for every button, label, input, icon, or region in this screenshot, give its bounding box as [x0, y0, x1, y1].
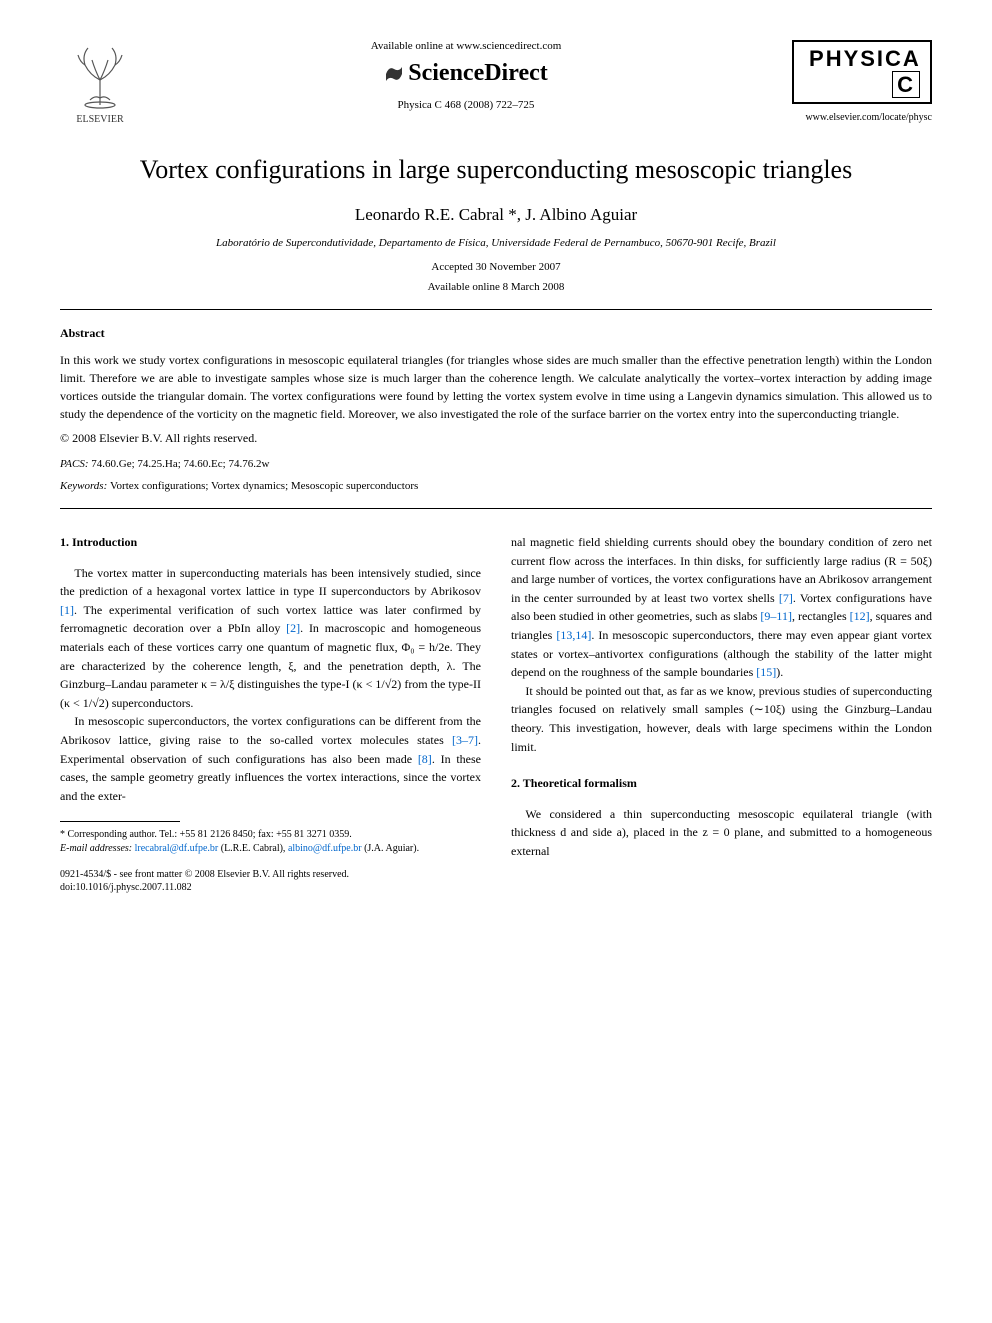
theory-heading: 2. Theoretical formalism — [511, 774, 932, 793]
col2-paragraph-1: nal magnetic field shielding currents sh… — [511, 533, 932, 682]
center-header: Available online at www.sciencedirect.co… — [140, 40, 792, 111]
sciencedirect-icon — [384, 64, 404, 84]
ref-link[interactable]: [9–11] — [760, 609, 792, 623]
elsevier-tree-icon — [70, 40, 130, 110]
doi: doi:10.1016/j.physc.2007.11.082 — [60, 881, 481, 894]
ref-link[interactable]: [15] — [756, 665, 776, 679]
abstract-heading: Abstract — [60, 326, 932, 341]
email-label: E-mail addresses: — [60, 843, 132, 854]
sciencedirect-logo: ScienceDirect — [140, 60, 792, 87]
keywords-label: Keywords: — [60, 480, 107, 492]
available-online-text: Available online at www.sciencedirect.co… — [140, 40, 792, 52]
footnote-separator — [60, 821, 180, 822]
right-column: nal magnetic field shielding currents sh… — [511, 533, 932, 894]
article-authors: Leonardo R.E. Cabral *, J. Albino Aguiar — [60, 205, 932, 225]
footnote-block: * Corresponding author. Tel.: +55 81 212… — [60, 828, 481, 856]
front-matter: 0921-4534/$ - see front matter © 2008 El… — [60, 868, 481, 881]
ref-link[interactable]: [13,14] — [556, 628, 591, 642]
ref-link[interactable]: [1] — [60, 603, 74, 617]
abstract-text: In this work we study vortex configurati… — [60, 351, 932, 423]
pacs-codes: 74.60.Ge; 74.25.Ha; 74.60.Ec; 74.76.2w — [91, 458, 269, 470]
date-accepted: Accepted 30 November 2007 — [60, 261, 932, 273]
ref-link[interactable]: [12] — [850, 609, 870, 623]
keywords-line: Keywords: Vortex configurations; Vortex … — [60, 480, 932, 492]
intro-heading: 1. Introduction — [60, 533, 481, 552]
journal-url: www.elsevier.com/locate/physc — [792, 112, 932, 123]
email-link[interactable]: lrecabral@df.ufpe.br — [135, 843, 219, 854]
divider — [60, 508, 932, 509]
ref-link[interactable]: [7] — [779, 591, 793, 605]
email-name: (L.R.E. Cabral), — [218, 843, 288, 854]
elsevier-logo: ELSEVIER — [60, 40, 140, 125]
date-available: Available online 8 March 2008 — [60, 281, 932, 293]
article-affiliation: Laboratório de Supercondutividade, Depar… — [60, 237, 932, 249]
physica-logo: PHYSICA C www.elsevier.com/locate/physc — [792, 40, 932, 123]
body-columns: 1. Introduction The vortex matter in sup… — [60, 533, 932, 894]
col2-paragraph-2: It should be pointed out that, as far as… — [511, 682, 932, 756]
divider — [60, 309, 932, 310]
sciencedirect-text: ScienceDirect — [408, 60, 548, 86]
theory-paragraph-1: We considered a thin superconducting mes… — [511, 805, 932, 861]
footer-info: 0921-4534/$ - see front matter © 2008 El… — [60, 868, 481, 894]
corresponding-author: * Corresponding author. Tel.: +55 81 212… — [60, 828, 481, 842]
pacs-line: PACS: 74.60.Ge; 74.25.Ha; 74.60.Ec; 74.7… — [60, 458, 932, 470]
pacs-label: PACS: — [60, 458, 89, 470]
left-column: 1. Introduction The vortex matter in sup… — [60, 533, 481, 894]
email-line: E-mail addresses: lrecabral@df.ufpe.br (… — [60, 842, 481, 856]
text-span: ). — [776, 665, 783, 679]
text-span: The vortex matter in superconducting mat… — [60, 566, 481, 599]
article-title: Vortex configurations in large supercond… — [60, 155, 932, 185]
text-span: , rectangles — [792, 609, 850, 623]
physica-label: PHYSICA — [809, 46, 920, 71]
intro-paragraph-2: In mesoscopic superconductors, the vorte… — [60, 712, 481, 805]
journal-reference: Physica C 468 (2008) 722–725 — [140, 99, 792, 111]
ref-link[interactable]: [8] — [418, 752, 432, 766]
physica-box: PHYSICA C — [792, 40, 932, 104]
abstract-copyright: © 2008 Elsevier B.V. All rights reserved… — [60, 431, 932, 446]
ref-link[interactable]: [2] — [286, 621, 300, 635]
physica-suffix: C — [892, 71, 920, 98]
intro-paragraph-1: The vortex matter in superconducting mat… — [60, 564, 481, 713]
email-link[interactable]: albino@df.ufpe.br — [288, 843, 362, 854]
text-span: In mesoscopic superconductors, the vorte… — [60, 714, 481, 747]
ref-link[interactable]: [3–7] — [452, 733, 478, 747]
email-name: (J.A. Aguiar). — [362, 843, 420, 854]
elsevier-label: ELSEVIER — [60, 114, 140, 125]
header-row: ELSEVIER Available online at www.science… — [60, 40, 932, 125]
keywords-text: Vortex configurations; Vortex dynamics; … — [110, 480, 418, 492]
